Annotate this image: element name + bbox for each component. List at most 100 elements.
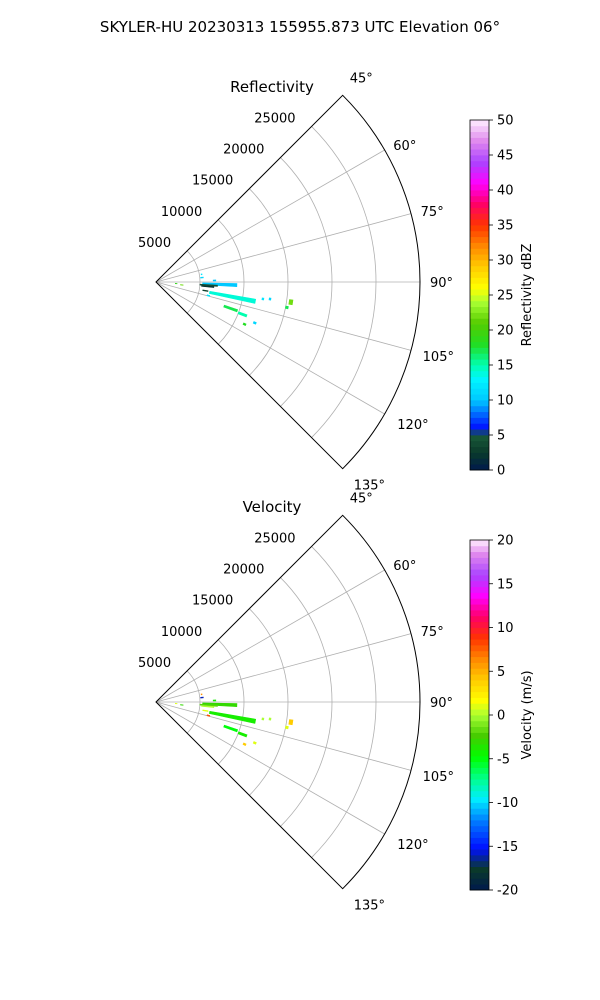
range-tick-label: 15000 (192, 174, 233, 189)
colorbar-step (470, 225, 489, 232)
colorbar-step (470, 691, 489, 698)
panel-title: Reflectivity (230, 78, 314, 96)
echo-cell (199, 283, 218, 287)
echo-cell (180, 704, 184, 706)
panel-title: Velocity (243, 498, 302, 516)
colorbar-step (470, 213, 489, 220)
colorbar-step (470, 265, 489, 273)
colorbar-step (470, 260, 489, 267)
azimuth-tick-label: 75° (421, 625, 444, 640)
colorbar-step (470, 446, 489, 453)
echo-cell (208, 710, 257, 724)
echo-cell (180, 284, 184, 286)
colorbar-tick-label: 10 (497, 394, 514, 409)
colorbar-step (470, 750, 489, 757)
echo-cell (199, 703, 218, 707)
echo-cell (252, 741, 257, 745)
colorbar-step (470, 318, 489, 325)
colorbar-step (470, 341, 489, 348)
colorbar-step (470, 400, 489, 407)
colorbar-step (470, 365, 489, 372)
colorbar-step (470, 353, 489, 360)
echo-cell (202, 709, 209, 712)
colorbar-tick-label: 45 (497, 149, 514, 164)
colorbar-step (470, 300, 489, 308)
colorbar-step (470, 761, 489, 768)
colorbar-step (470, 814, 489, 821)
colorbar-step (470, 190, 489, 197)
colorbar-step (470, 610, 489, 617)
velocity-panel: Velocity500010000150002000025000Meters45… (138, 491, 535, 913)
colorbar-step (470, 744, 489, 751)
colorbar-step (470, 166, 489, 173)
colorbar-step (470, 825, 489, 833)
echo-cell (201, 285, 215, 288)
colorbar-step (470, 388, 489, 395)
colorbar-tick-label: -20 (497, 884, 518, 899)
colorbar-step (470, 435, 489, 442)
colorbar-step (470, 563, 489, 570)
colorbar-step (470, 598, 489, 605)
colorbar-step (470, 615, 489, 623)
echo-cell (242, 322, 247, 326)
colorbar-step (470, 149, 489, 156)
figure-title: SKYLER-HU 20230313 155955.873 UTC Elevat… (100, 18, 500, 36)
colorbar-step (470, 685, 489, 693)
colorbar-step (470, 557, 489, 564)
colorbar-step (470, 417, 489, 424)
colorbar-step (470, 656, 489, 663)
colorbar-step (470, 709, 489, 716)
range-tick-label: 20000 (223, 563, 264, 578)
colorbar-step (470, 155, 489, 162)
colorbar-step (470, 785, 489, 792)
colorbar-step (470, 639, 489, 646)
colorbar-label: Velocity (m/s) (520, 670, 535, 759)
colorbar-tick-label: 5 (497, 665, 505, 680)
range-tick-label: 10000 (161, 205, 202, 220)
colorbar-step (470, 277, 489, 284)
colorbar-step (470, 330, 489, 337)
colorbar-step (470, 306, 489, 313)
colorbar-step (470, 569, 489, 576)
echo-cell (201, 705, 215, 708)
colorbar-tick-label: 10 (497, 621, 514, 636)
colorbar-step (470, 575, 489, 582)
echo-cell (237, 311, 248, 318)
colorbar-step (470, 738, 489, 745)
colorbar-step (470, 621, 489, 628)
azimuth-tick-label: 90° (430, 696, 453, 711)
echo-cell (284, 305, 289, 310)
colorbar-step (470, 843, 489, 850)
colorbar-tick-label: 20 (497, 324, 514, 339)
colorbar-step (470, 878, 489, 885)
colorbar-tick-label: 30 (497, 254, 514, 269)
echo-cell (206, 294, 211, 297)
colorbar-step (470, 650, 489, 658)
colorbar-step (470, 715, 489, 722)
colorbar-step (470, 195, 489, 203)
colorbar-step (470, 143, 489, 150)
colorbar-step (470, 458, 489, 465)
colorbar-step (470, 662, 489, 669)
azimuth-tick-label: 45° (350, 71, 373, 86)
colorbar-step (470, 125, 489, 133)
colorbar-step (470, 779, 489, 786)
colorbar-step (470, 703, 489, 710)
range-tick-label: 5000 (138, 236, 171, 251)
colorbar-label: Reflectivity dBZ (520, 244, 535, 347)
echo-cell (200, 696, 204, 699)
range-tick-label: 5000 (138, 656, 171, 671)
colorbar-step (470, 295, 489, 302)
azimuth-tick-label: 60° (393, 559, 416, 574)
colorbar-step (470, 633, 489, 640)
azimuth-tick-label: 75° (421, 205, 444, 220)
colorbar-tick-label: 50 (497, 114, 514, 129)
colorbar-step (470, 236, 489, 243)
colorbar-tick-label: 15 (497, 577, 514, 592)
colorbar-tick-label: 0 (497, 464, 505, 479)
colorbar-step (470, 207, 489, 214)
colorbar-step (470, 586, 489, 593)
colorbar-step (470, 796, 489, 803)
colorbar-tick-label: 20 (497, 534, 514, 549)
colorbar-step (470, 324, 489, 331)
